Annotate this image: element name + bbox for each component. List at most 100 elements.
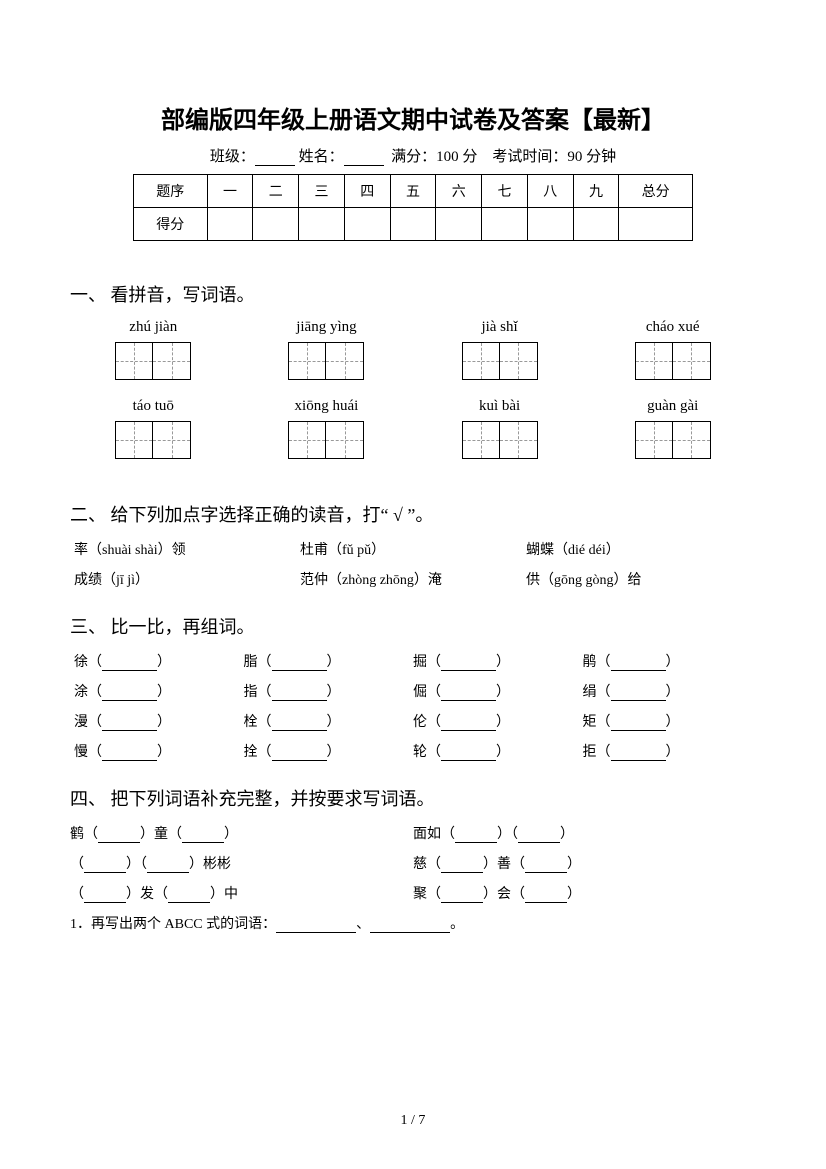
score-cell[interactable]	[527, 208, 573, 241]
blank[interactable]	[611, 657, 666, 671]
score-cell[interactable]	[619, 208, 693, 241]
score-cell[interactable]	[436, 208, 482, 241]
blank[interactable]	[518, 829, 560, 843]
blank[interactable]	[441, 657, 496, 671]
time-label: 考试时间：	[492, 149, 567, 165]
blank[interactable]	[441, 889, 483, 903]
header-cell: 二	[253, 175, 299, 208]
full-value: 100 分	[436, 149, 477, 165]
blank[interactable]	[102, 687, 157, 701]
compare-item: 慢（）	[74, 741, 244, 761]
fill-left: 鹤（）童（）	[70, 823, 413, 843]
score-cell[interactable]	[482, 208, 528, 241]
compare-row: 慢（） 拴（） 轮（） 拒（）	[70, 741, 756, 761]
blank[interactable]	[611, 717, 666, 731]
fill-row: （）（）彬彬 慈（）善（）	[70, 853, 756, 873]
header-cell: 七	[482, 175, 528, 208]
compare-item: 绢（）	[583, 681, 753, 701]
char-box[interactable]	[599, 342, 746, 380]
char-box[interactable]	[253, 421, 400, 459]
pinyin-item: zhú jiàn	[80, 319, 227, 380]
score-cell[interactable]	[253, 208, 299, 241]
blank[interactable]	[84, 859, 126, 873]
pinyin-label: xiōng huái	[253, 398, 400, 415]
compare-item: 徐（）	[74, 651, 244, 671]
pinyin-item: cháo xué	[599, 319, 746, 380]
char-box[interactable]	[253, 342, 400, 380]
sound-item: 杜甫（fǔ pǔ）	[300, 539, 526, 559]
class-blank[interactable]	[255, 150, 295, 166]
score-cell[interactable]	[344, 208, 390, 241]
sound-item: 率（shuài shài）领	[74, 539, 300, 559]
sound-item: 供（gōng gòng）给	[526, 569, 752, 589]
blank[interactable]	[102, 747, 157, 761]
compare-row: 徐（） 脂（） 掘（） 鹃（）	[70, 651, 756, 671]
compare-item: 轮（）	[413, 741, 583, 761]
blank[interactable]	[611, 747, 666, 761]
compare-item: 倔（）	[413, 681, 583, 701]
blank[interactable]	[84, 889, 126, 903]
section4-title: 四、 把下列词语补充完整，并按要求写词语。	[70, 785, 756, 811]
sound-item: 范仲（zhòng zhōng）淹	[300, 569, 526, 589]
char-box[interactable]	[80, 421, 227, 459]
sound-item: 蝴蝶（dié déi）	[526, 539, 752, 559]
blank[interactable]	[272, 747, 327, 761]
fill-right: 面如（）（）	[413, 823, 756, 843]
compare-row: 漫（） 栓（） 伦（） 矩（）	[70, 711, 756, 731]
blank[interactable]	[441, 747, 496, 761]
blank[interactable]	[525, 889, 567, 903]
header-cell: 五	[390, 175, 436, 208]
pinyin-item: kuì bài	[426, 398, 573, 459]
header-cell: 四	[344, 175, 390, 208]
blank[interactable]	[370, 919, 450, 933]
name-blank[interactable]	[344, 150, 384, 166]
blank[interactable]	[182, 829, 224, 843]
compare-item: 拴（）	[244, 741, 414, 761]
blank[interactable]	[441, 687, 496, 701]
header-cell: 总分	[619, 175, 693, 208]
pinyin-item: guàn gài	[599, 398, 746, 459]
char-box[interactable]	[599, 421, 746, 459]
blank[interactable]	[276, 919, 356, 933]
blank[interactable]	[272, 657, 327, 671]
score-cell[interactable]	[390, 208, 436, 241]
score-table: 题序 一 二 三 四 五 六 七 八 九 总分 得分	[133, 174, 693, 241]
blank[interactable]	[441, 859, 483, 873]
blank[interactable]	[455, 829, 497, 843]
blank[interactable]	[272, 717, 327, 731]
blank[interactable]	[147, 859, 189, 873]
q4-last: 1．再写出两个 ABCC 式的词语：、。	[70, 913, 756, 933]
blank[interactable]	[168, 889, 210, 903]
blank[interactable]	[441, 717, 496, 731]
score-cell[interactable]	[299, 208, 345, 241]
char-box[interactable]	[80, 342, 227, 380]
pinyin-label: zhú jiàn	[80, 319, 227, 336]
compare-item: 拒（）	[583, 741, 753, 761]
char-box[interactable]	[426, 421, 573, 459]
blank[interactable]	[102, 717, 157, 731]
compare-item: 栓（）	[244, 711, 414, 731]
info-line: 班级： 姓名： 满分：100 分 考试时间：90 分钟	[70, 145, 756, 166]
blank[interactable]	[272, 687, 327, 701]
blank[interactable]	[525, 859, 567, 873]
compare-item: 伦（）	[413, 711, 583, 731]
header-cell: 题序	[134, 175, 208, 208]
compare-item: 指（）	[244, 681, 414, 701]
page-number: 1 / 7	[0, 1113, 826, 1129]
header-cell: 六	[436, 175, 482, 208]
blank[interactable]	[98, 829, 140, 843]
pinyin-label: jiāng yìng	[253, 319, 400, 336]
blank[interactable]	[102, 657, 157, 671]
score-cell[interactable]	[207, 208, 253, 241]
compare-item: 漫（）	[74, 711, 244, 731]
score-cell[interactable]	[573, 208, 619, 241]
char-box[interactable]	[426, 342, 573, 380]
name-label: 姓名：	[299, 149, 344, 165]
fill-right: 慈（）善（）	[413, 853, 756, 873]
pinyin-label: kuì bài	[426, 398, 573, 415]
class-label: 班级：	[210, 149, 255, 165]
header-cell: 八	[527, 175, 573, 208]
sound-row: 成绩（jī jì） 范仲（zhòng zhōng）淹 供（gōng gòng）给	[70, 569, 756, 589]
blank[interactable]	[611, 687, 666, 701]
time-value: 90 分钟	[567, 149, 616, 165]
